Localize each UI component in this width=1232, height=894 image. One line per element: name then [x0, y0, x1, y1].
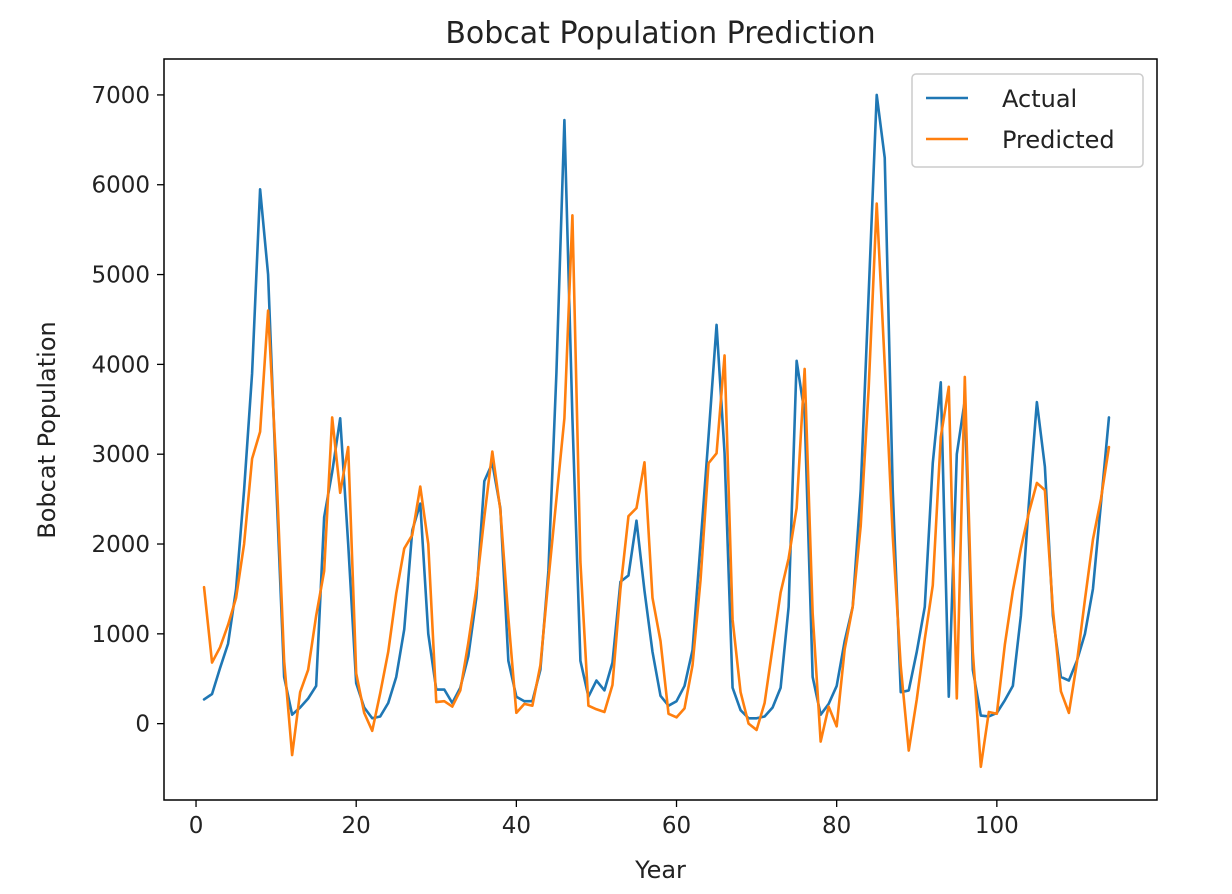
- y-tick-label: 5000: [91, 263, 150, 289]
- x-tick-label: 0: [189, 813, 204, 839]
- x-tick-label: 40: [502, 813, 531, 839]
- x-axis-label: Year: [634, 856, 686, 884]
- y-tick-label: 1000: [91, 622, 150, 648]
- y-tick-label: 3000: [91, 442, 150, 468]
- legend-items: Actual Predicted: [926, 85, 1115, 154]
- legend: Actual Predicted: [911, 73, 1144, 168]
- x-axis: 0 20 40 60 80 100: [189, 800, 1019, 839]
- legend-label-predicted: Predicted: [1002, 126, 1115, 154]
- x-tick-label: 100: [975, 813, 1019, 839]
- legend-label-actual: Actual: [1002, 85, 1077, 113]
- y-tick-label: 2000: [91, 532, 150, 558]
- plot-frame: [163, 58, 1158, 801]
- series-layer: [202, 93, 1111, 769]
- y-tick-label: 6000: [91, 173, 150, 199]
- y-tick-label: 4000: [91, 352, 150, 378]
- x-tick-label: 20: [342, 813, 371, 839]
- series-line-predicted: [202, 202, 1111, 769]
- y-axis: 0 1000 2000 3000 4000 5000 6000 7000: [91, 83, 164, 738]
- legend-box: [911, 73, 1144, 168]
- y-tick-label: 0: [135, 712, 150, 738]
- x-tick-label: 80: [822, 813, 851, 839]
- y-axis-label: Bobcat Population: [33, 321, 61, 538]
- y-tick-label: 7000: [91, 83, 150, 109]
- chart-title: Bobcat Population Prediction: [445, 16, 875, 51]
- plot-area: 0 20 40 60 80 100 0 1000 2000 3000 4000 5000 6000 70…: [91, 58, 1158, 839]
- x-tick-label: 60: [662, 813, 691, 839]
